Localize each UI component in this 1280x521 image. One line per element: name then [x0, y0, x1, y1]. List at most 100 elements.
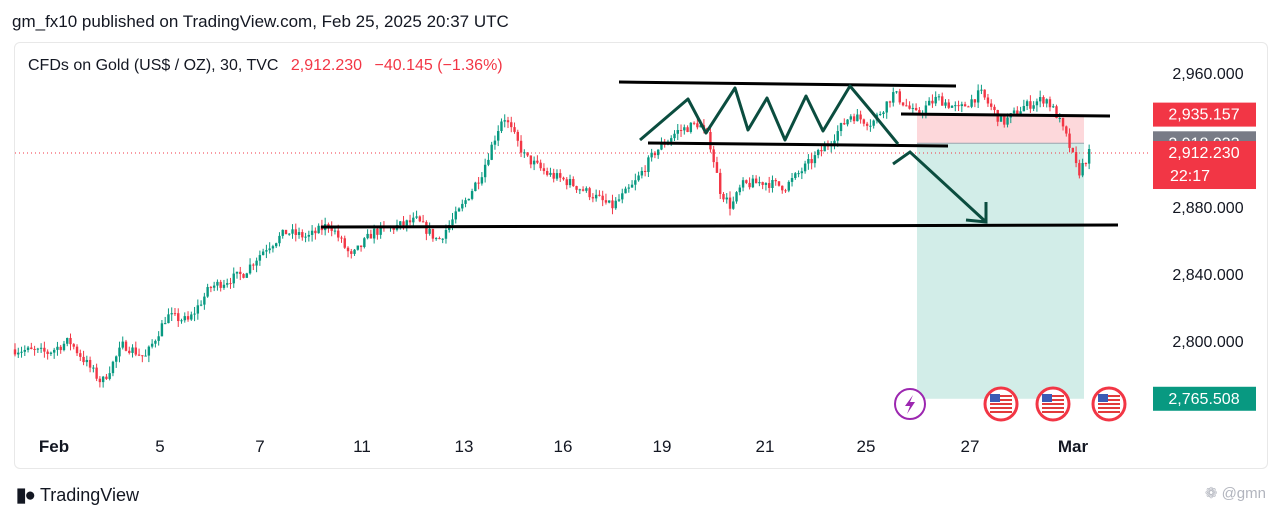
candle-body [986, 97, 990, 104]
candle-body [438, 238, 441, 240]
candle-body [180, 320, 183, 322]
candle-body [1078, 163, 1081, 176]
candle-body [960, 104, 964, 107]
candle-body [911, 107, 915, 109]
candle-body [976, 90, 980, 103]
candle-body [470, 191, 474, 199]
candle-body [294, 229, 297, 235]
candle-body [790, 178, 794, 182]
candle-body [901, 102, 905, 106]
candle-body [451, 219, 454, 225]
candle-body [421, 221, 425, 223]
candle-body [92, 367, 95, 369]
candle-body [585, 188, 588, 191]
x-tick-label: 25 [857, 437, 876, 456]
candle-body [346, 247, 350, 252]
candle-body [1006, 117, 1009, 125]
chart-legend: CFDs on Gold (US$ / OZ), 30, TVC 2,912.2… [28, 57, 503, 75]
candle-body [751, 178, 755, 188]
tv-logo-icon: ▮● [16, 485, 36, 506]
legend-price: 2,912.230 [290, 57, 363, 74]
candle-body [794, 173, 797, 179]
candle-body [843, 123, 846, 125]
tradingview-logo[interactable]: ▮● TradingView [16, 484, 139, 507]
candle-body [950, 105, 954, 108]
candle-body [337, 230, 340, 238]
candle-body [1055, 106, 1058, 119]
candle-body [46, 351, 49, 354]
candle-body [216, 281, 219, 286]
candle-body [52, 349, 56, 353]
candle-body [1042, 97, 1045, 104]
candle-body [954, 105, 957, 107]
candle-body [353, 249, 356, 254]
candle-body [647, 157, 650, 173]
candle-body [363, 238, 366, 248]
candle-body [1061, 118, 1065, 127]
candle-body [715, 162, 719, 173]
price-label-bg [1153, 141, 1256, 190]
candle-body [1052, 106, 1055, 108]
price-label: 2,935.157 [1168, 107, 1239, 124]
candle-body [846, 119, 849, 125]
x-tick-label: 27 [961, 437, 980, 456]
flag-stripe [990, 399, 1012, 401]
candle-body [591, 197, 595, 199]
candle-body [17, 352, 20, 355]
candle-body [480, 177, 484, 184]
candle-body [95, 367, 98, 379]
candle-body [967, 106, 970, 108]
flag-stripe [990, 407, 1012, 409]
candle-body [245, 273, 249, 278]
candle-body [402, 221, 405, 226]
candle-body [816, 150, 820, 156]
candle-body [278, 235, 281, 244]
candle-body [66, 337, 69, 344]
candle-body [594, 194, 598, 199]
price-label: 2,765.508 [1168, 391, 1239, 408]
candle-body [1019, 111, 1022, 115]
flag-stripe [1042, 399, 1064, 401]
events-layer [894, 386, 1127, 422]
candle-body [601, 195, 604, 201]
candle-body [284, 229, 288, 235]
candle-body [604, 200, 608, 203]
candle-body [732, 201, 735, 209]
candle-body [124, 341, 128, 351]
candle-body [108, 373, 111, 379]
candle-body [183, 316, 186, 321]
candle-body [307, 234, 311, 237]
candle-body [405, 220, 408, 226]
flag-canton [1042, 394, 1052, 402]
projection-arrow [892, 150, 988, 224]
candle-body [1022, 106, 1026, 112]
candle-body [134, 347, 138, 355]
candle-body [898, 91, 901, 103]
candle-body [157, 336, 160, 341]
candle-body [340, 237, 343, 239]
candle-body [497, 131, 500, 141]
legend-symbol: CFDs on Gold (US$ / OZ), 30, TVC [28, 57, 279, 74]
candle-body [500, 121, 503, 132]
candle-body [892, 92, 895, 103]
candle-body [464, 200, 467, 204]
candle-body [643, 170, 647, 173]
candle-body [121, 341, 124, 348]
candle-body [565, 179, 568, 186]
candle-body [333, 230, 337, 232]
candle-body [1025, 101, 1029, 107]
candle-body [43, 347, 46, 352]
candle-body [297, 232, 301, 235]
candle-body [369, 233, 373, 239]
candle-body [261, 251, 265, 256]
candle-body [242, 274, 245, 278]
candle-body [519, 140, 523, 153]
candle-body [128, 350, 131, 353]
candle-body [141, 355, 144, 357]
candle-body [754, 178, 758, 184]
candle-body [62, 343, 66, 351]
candle-body [552, 172, 555, 179]
candle-body [728, 197, 732, 209]
candle-body [1032, 105, 1035, 109]
